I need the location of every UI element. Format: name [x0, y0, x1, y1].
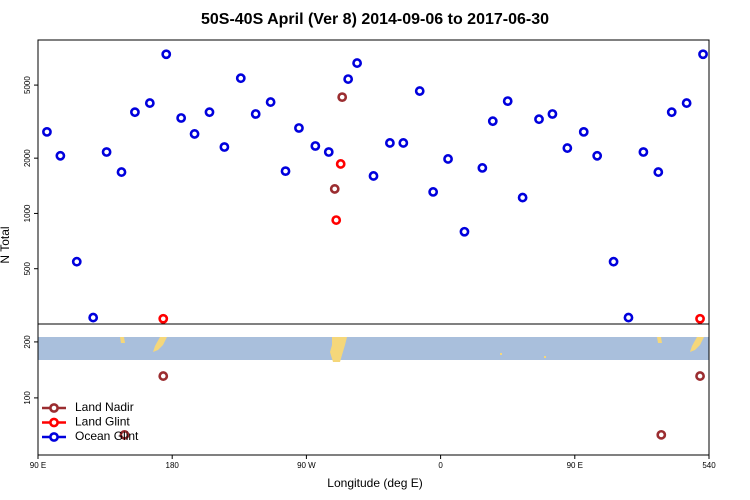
point [428, 187, 439, 197]
point [331, 215, 342, 225]
y-tick-label: 2000 [23, 149, 32, 167]
point [368, 171, 379, 181]
point [608, 256, 619, 267]
point [204, 107, 215, 118]
y-axis-label: N Total [0, 226, 12, 263]
legend-marker [49, 403, 59, 413]
point [116, 167, 127, 177]
point [695, 313, 705, 324]
y-tick-label: 100 [23, 391, 32, 405]
point [42, 126, 52, 137]
point [666, 107, 677, 118]
y-tick-label: 5000 [23, 76, 32, 94]
legend-marker [49, 417, 59, 428]
point [71, 256, 82, 267]
point [158, 371, 169, 381]
point [219, 142, 230, 152]
point [656, 429, 667, 440]
point [335, 159, 346, 169]
point [502, 96, 513, 107]
point [265, 97, 276, 107]
point [235, 73, 246, 84]
point [459, 226, 470, 237]
point [343, 74, 354, 84]
point [130, 107, 140, 118]
legend-marker [49, 432, 59, 442]
point [323, 147, 334, 157]
x-tick-label: 180 [166, 461, 180, 470]
point [189, 129, 200, 139]
x-tick-label: 90 W [297, 461, 316, 470]
point [695, 371, 705, 381]
point [101, 147, 112, 157]
legend-label: Land Glint [75, 415, 130, 429]
point [385, 138, 395, 148]
y-tick-label: 1000 [23, 204, 32, 222]
point [534, 114, 544, 125]
point [653, 167, 664, 177]
point [398, 138, 409, 148]
point [88, 312, 99, 323]
point [337, 92, 348, 103]
point [592, 150, 603, 161]
point [698, 49, 708, 60]
point [294, 123, 304, 133]
point [487, 116, 498, 127]
point [310, 141, 321, 151]
x-tick-label: 0 [438, 461, 443, 470]
y-tick-label: 200 [23, 335, 32, 349]
point [161, 49, 172, 60]
point [280, 166, 291, 177]
point [681, 98, 692, 108]
point [547, 109, 558, 119]
point [119, 429, 130, 440]
point [250, 109, 261, 119]
legend-label: Ocean Glint [75, 429, 139, 443]
point [578, 126, 589, 137]
plot-frame [37, 323, 710, 456]
point [144, 98, 155, 108]
point [352, 58, 362, 68]
point [477, 163, 488, 173]
point [414, 86, 425, 96]
x-axis-label: Longitude (deg E) [327, 476, 422, 490]
point [158, 313, 169, 324]
point [638, 147, 649, 157]
point [562, 143, 573, 153]
x-tick-label: 540 [702, 461, 716, 470]
point [623, 312, 634, 323]
map-strip [38, 337, 709, 362]
point [443, 154, 453, 164]
point [176, 113, 187, 123]
plot-frame [37, 39, 710, 325]
legend-label: Land Nadir [75, 400, 134, 414]
point [55, 150, 66, 161]
y-tick-label: 500 [23, 262, 32, 276]
x-tick-label: 90 E [30, 461, 46, 470]
chart-title: 50S-40S April (Ver 8) 2014-09-06 to 2017… [201, 11, 549, 28]
point [329, 184, 340, 194]
x-tick-label: 90 E [567, 461, 583, 470]
point [517, 192, 528, 203]
